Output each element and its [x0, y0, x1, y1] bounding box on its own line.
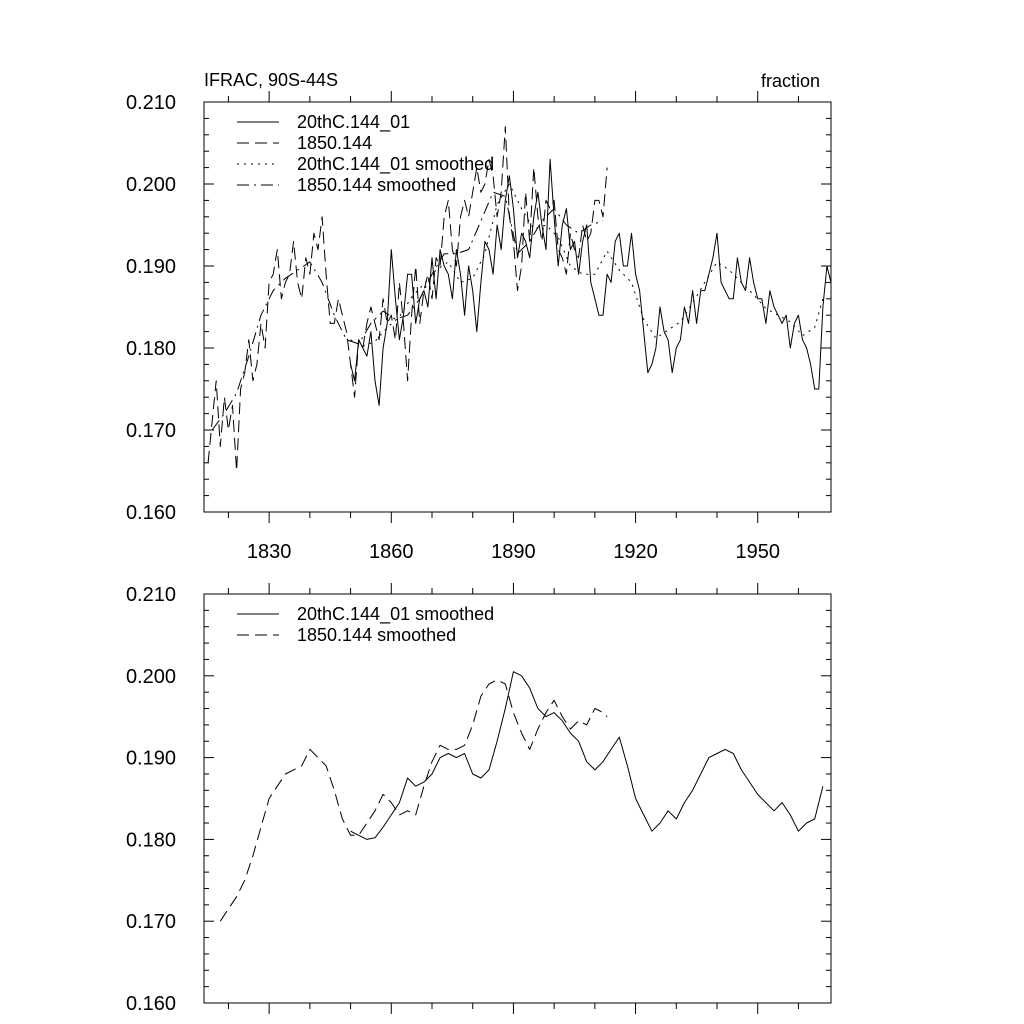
x-tick-label: 1860	[369, 541, 414, 563]
x-tick-label: 1890	[491, 541, 536, 563]
series-line-1850-144-smoothed	[219, 679, 608, 922]
y-tick-label: 0.160	[126, 993, 176, 1015]
series-line-20thc-144-01-smoothed	[350, 183, 824, 347]
top-chart-panel: IFRAC, 90S-44S fraction 0.160 0.170 0.180 0…	[126, 70, 832, 563]
x-tick-label: 1830	[247, 541, 292, 563]
x-tick-label: 1950	[735, 541, 780, 563]
y-tick-label: 0.180	[126, 829, 176, 851]
y-tick-label: 0.170	[126, 911, 176, 933]
y-tick-label: 0.160	[126, 502, 176, 524]
y-tick-label: 0.190	[126, 256, 176, 278]
bottom-chart-panel: 0.160 0.170 0.180 0.190 0.200 0.210 20thC.144_…	[126, 583, 832, 1015]
y-tick-label: 0.200	[126, 666, 176, 688]
legend-label: 20thC.144_01	[297, 112, 410, 133]
series-line-20thc-144-01-smoothed	[350, 671, 824, 840]
y-tick-label: 0.170	[126, 420, 176, 442]
x-tick-label: 1920	[613, 541, 658, 563]
legend-label: 1850.144 smoothed	[297, 175, 456, 195]
legend-label: 1850.144 smoothed	[297, 625, 456, 645]
series-line-1850-144-smoothed	[211, 191, 604, 431]
series-line-1850-144	[207, 126, 608, 472]
y-tick-label: 0.200	[126, 174, 176, 196]
plot-frame	[203, 593, 832, 1004]
y-tick-label: 0.210	[126, 92, 176, 114]
legend-label: 20thC.144_01 smoothed	[297, 604, 494, 625]
legend-label: 20thC.144_01 smoothed	[297, 154, 494, 175]
chart-units-label: fraction	[761, 71, 820, 91]
series-line-20thc-144-01	[350, 158, 832, 406]
y-tick-label: 0.190	[126, 748, 176, 770]
chart-title: IFRAC, 90S-44S	[204, 70, 338, 90]
y-tick-label: 0.180	[126, 338, 176, 360]
plot-frame	[203, 101, 832, 513]
y-tick-label: 0.210	[126, 584, 176, 606]
legend-label: 1850.144	[297, 133, 372, 153]
